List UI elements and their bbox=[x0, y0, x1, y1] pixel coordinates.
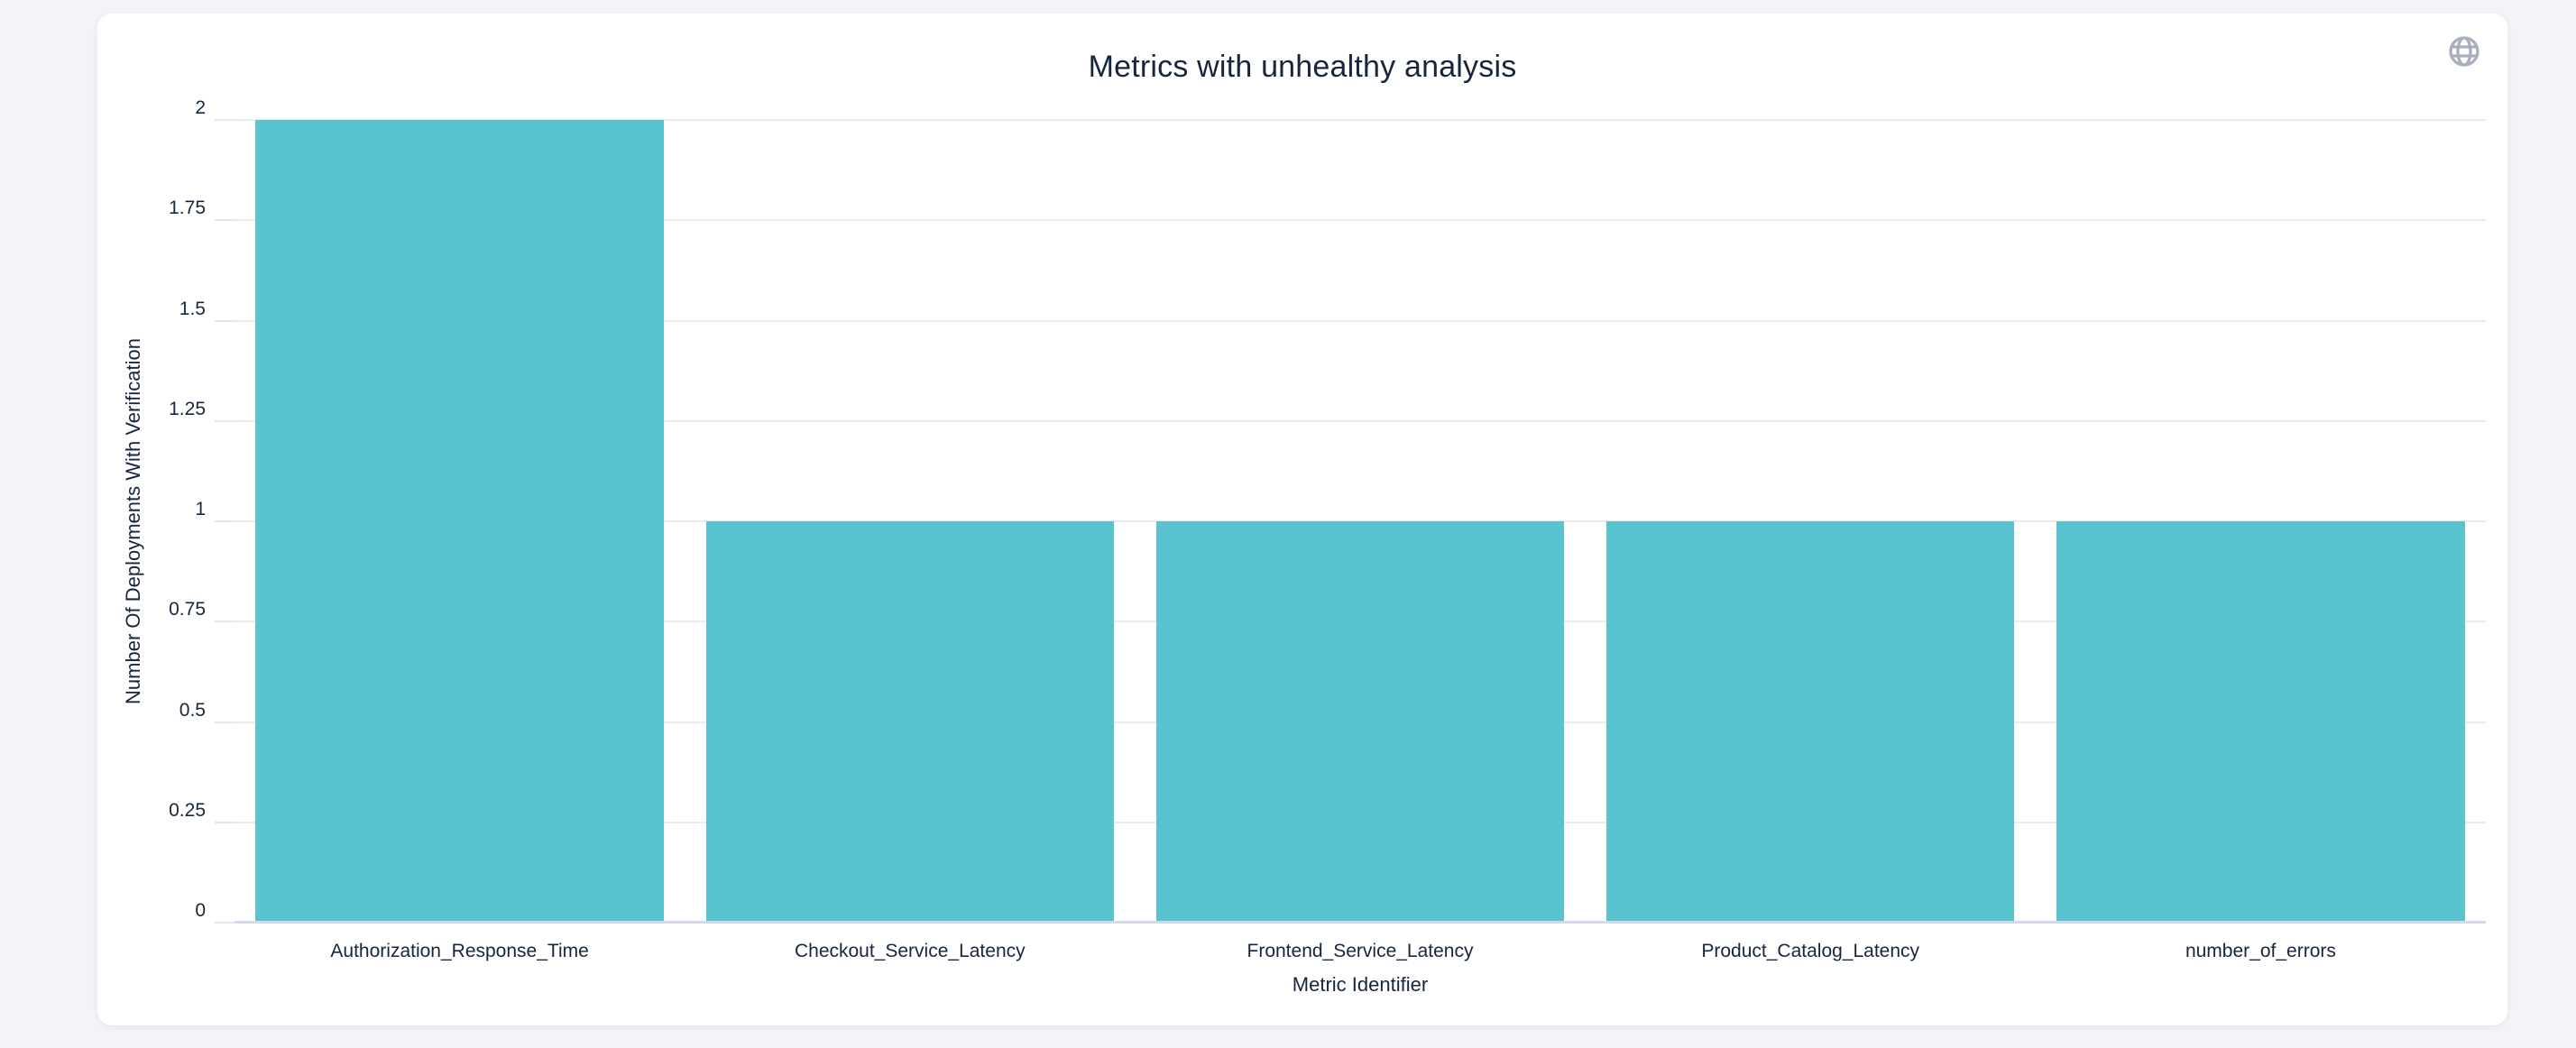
x-tick-labels: Authorization_Response_Time Checkout_Serv… bbox=[235, 941, 2486, 962]
y-tick-label: 0.5 bbox=[179, 699, 206, 721]
gridline bbox=[235, 419, 2486, 422]
y-tick-mark bbox=[215, 219, 235, 222]
y-tick-label: 1.5 bbox=[179, 298, 206, 319]
bar-slot bbox=[685, 120, 1135, 923]
plot-area: 0 0.25 0.5 0.75 1 1.25 1.5 1.75 2 bbox=[169, 97, 2486, 924]
y-tick-label: 1.75 bbox=[169, 198, 206, 219]
y-tick-label: 0 bbox=[195, 900, 206, 921]
gridline bbox=[235, 119, 2486, 121]
y-tick-label: 1.25 bbox=[169, 398, 206, 419]
bar[interactable] bbox=[1606, 521, 2015, 923]
globe-button[interactable] bbox=[2444, 32, 2484, 71]
y-tick-mark bbox=[215, 621, 235, 623]
y-tick-label: 2 bbox=[195, 97, 206, 118]
bar-slot bbox=[1586, 120, 2036, 923]
y-tick-mark bbox=[215, 319, 235, 322]
x-tick-label: number_of_errors bbox=[2185, 941, 2336, 961]
gridline bbox=[235, 319, 2486, 322]
x-tick-label: Checkout_Service_Latency bbox=[794, 941, 1026, 961]
x-axis-line bbox=[235, 921, 2486, 924]
y-axis-title: Number Of Deployments With Verification bbox=[122, 338, 144, 704]
chart-card: Metrics with unhealthy analysis Number O… bbox=[97, 14, 2507, 1025]
x-tick-label: Authorization_Response_Time bbox=[330, 941, 589, 961]
chart-title: Metrics with unhealthy analysis bbox=[1088, 50, 1517, 84]
y-tick-mark bbox=[215, 419, 235, 422]
x-tick-label: Frontend_Service_Latency bbox=[1247, 941, 1474, 961]
y-tick-mark bbox=[215, 119, 235, 121]
bars-row bbox=[235, 120, 2486, 923]
bar-slot bbox=[235, 120, 685, 923]
bar-slot bbox=[2036, 120, 2486, 923]
bar[interactable] bbox=[2056, 521, 2465, 923]
y-tick-label: 1 bbox=[195, 499, 206, 519]
y-tick-mark bbox=[215, 721, 235, 723]
x-axis-title: Metric Identifier bbox=[1292, 973, 1429, 996]
y-tick-label: 0.75 bbox=[169, 599, 206, 621]
globe-icon bbox=[2446, 33, 2482, 69]
bar[interactable] bbox=[705, 521, 1114, 923]
y-tick-mark bbox=[215, 922, 235, 924]
gridline bbox=[235, 219, 2486, 222]
y-tick-mark bbox=[215, 520, 235, 522]
y-tick-label: 0.25 bbox=[169, 799, 206, 821]
bar[interactable] bbox=[255, 120, 664, 923]
bar[interactable] bbox=[1155, 521, 1565, 923]
bar-slot bbox=[1135, 120, 1585, 923]
y-tick-mark bbox=[215, 821, 235, 823]
x-tick-label: Product_Catalog_Latency bbox=[1701, 941, 1920, 961]
